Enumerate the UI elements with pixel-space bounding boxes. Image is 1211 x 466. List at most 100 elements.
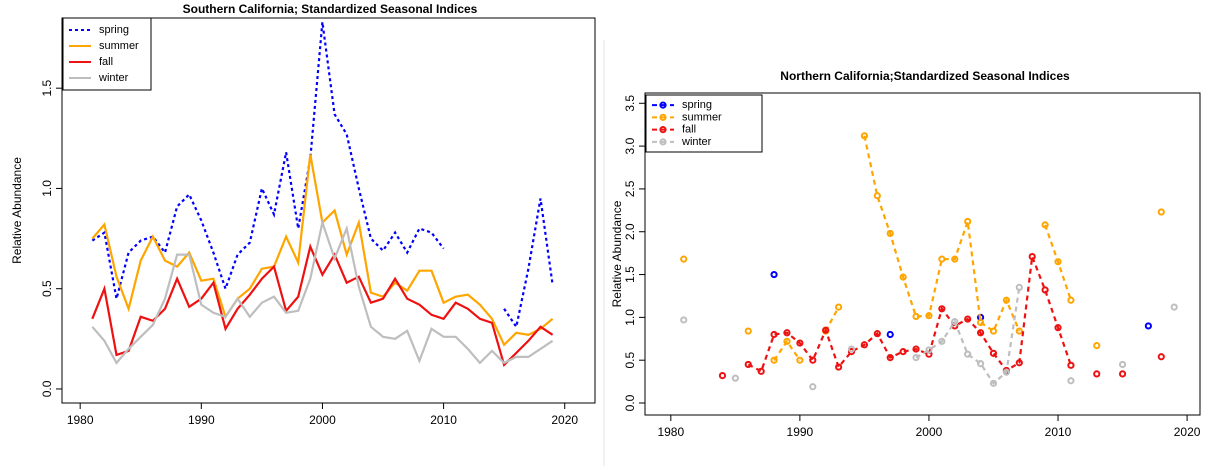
data-point: [1157, 353, 1165, 361]
legend-label: spring: [99, 24, 129, 36]
series-line: [91, 21, 554, 330]
data-point: [835, 303, 843, 311]
data-point: [783, 329, 791, 337]
y-tick-label: 1.5: [623, 266, 637, 283]
data-point: [796, 339, 804, 347]
legend-label: summer: [99, 40, 139, 52]
legend-marker: [659, 126, 667, 134]
x-tick-label: 2010: [1045, 425, 1072, 439]
data-point: [770, 356, 778, 364]
plot-frame: [644, 92, 1201, 416]
data-point: [847, 348, 856, 356]
data-point: [1015, 359, 1023, 367]
legend-marker: [659, 113, 667, 121]
legend-label: summer: [682, 111, 722, 123]
y-tick-label: 1.0: [40, 180, 54, 197]
x-tick-label: 1980: [657, 425, 684, 439]
y-axis-label: Relative Abundance: [10, 157, 24, 264]
series-line: [91, 218, 554, 365]
legend-label: fall: [99, 56, 113, 68]
legend-label: winter: [681, 136, 712, 148]
data-point: [912, 354, 920, 362]
y-tick-label: 1.0: [623, 309, 637, 326]
data-point: [796, 356, 804, 364]
data-point: [757, 367, 765, 375]
y-tick-label: 3.5: [623, 95, 637, 112]
data-point: [1054, 324, 1062, 332]
data-point: [1118, 370, 1127, 378]
data-point: [899, 348, 907, 356]
data-point: [1093, 342, 1101, 350]
data-point: [1015, 283, 1023, 291]
data-point: [964, 350, 972, 358]
data-point: [770, 330, 778, 339]
data-point: [938, 337, 946, 345]
data-point: [964, 315, 972, 323]
series-line: [748, 257, 1161, 372]
data-point: [1144, 322, 1152, 330]
data-point: [1093, 370, 1101, 378]
data-point: [783, 337, 791, 345]
x-tick-label: 1980: [67, 413, 94, 427]
data-point: [1028, 252, 1036, 261]
y-tick-label: 0.0: [40, 380, 54, 397]
y-tick-label: 0.0: [623, 394, 637, 411]
data-point: [1041, 221, 1049, 229]
data-point: [886, 330, 894, 339]
data-point: [1067, 377, 1075, 385]
data-point: [835, 363, 843, 371]
data-point: [1157, 208, 1165, 216]
x-tick-label: 2000: [309, 413, 336, 427]
data-point: [744, 327, 752, 335]
series-line: [916, 287, 1174, 383]
data-point: [912, 312, 920, 321]
legend-label: winter: [98, 72, 129, 84]
data-point: [951, 318, 959, 326]
data-point: [1067, 296, 1075, 304]
series-line: [91, 154, 554, 347]
data-point: [886, 229, 894, 238]
chart-title: Northern California;Standardized Seasona…: [780, 69, 1070, 83]
data-point: [976, 329, 985, 337]
y-tick-label: 0.5: [623, 352, 637, 369]
series-line: [774, 136, 1161, 360]
data-point: [1118, 360, 1127, 369]
plot-frame: [61, 17, 596, 404]
chart-title: Southern California; Standardized Season…: [183, 2, 478, 16]
legend-marker: [659, 138, 667, 146]
legend: spring summer fall winter: [62, 17, 152, 91]
x-tick-label: 1990: [188, 413, 215, 427]
y-tick-label: 2.0: [623, 223, 637, 240]
data-point: [860, 341, 869, 349]
data-point: [951, 255, 959, 263]
data-point: [989, 349, 998, 357]
legend-label: fall: [682, 124, 696, 136]
data-point: [938, 255, 946, 263]
data-point: [680, 316, 688, 324]
legend-label: spring: [682, 99, 712, 111]
x-tick-label: 2020: [551, 413, 578, 427]
x-tick-label: 2010: [430, 413, 457, 427]
legend-marker: [659, 101, 667, 109]
x-tick-label: 2020: [1174, 425, 1201, 439]
data-point: [925, 346, 933, 354]
data-point: [809, 383, 817, 391]
data-point: [847, 345, 856, 353]
data-point: [731, 374, 739, 382]
data-point: [899, 273, 907, 281]
series-line: [91, 243, 554, 367]
data-point: [873, 192, 881, 200]
data-point: [770, 270, 778, 279]
data-point: [680, 255, 688, 263]
y-tick-label: 0.5: [40, 280, 54, 297]
data-point: [976, 318, 985, 327]
data-point: [809, 356, 817, 364]
y-axis-label: Relative Abundance: [610, 200, 624, 307]
data-point: [873, 330, 881, 338]
data-point: [964, 217, 972, 226]
data-point: [1041, 286, 1049, 294]
data-point: [860, 132, 869, 140]
